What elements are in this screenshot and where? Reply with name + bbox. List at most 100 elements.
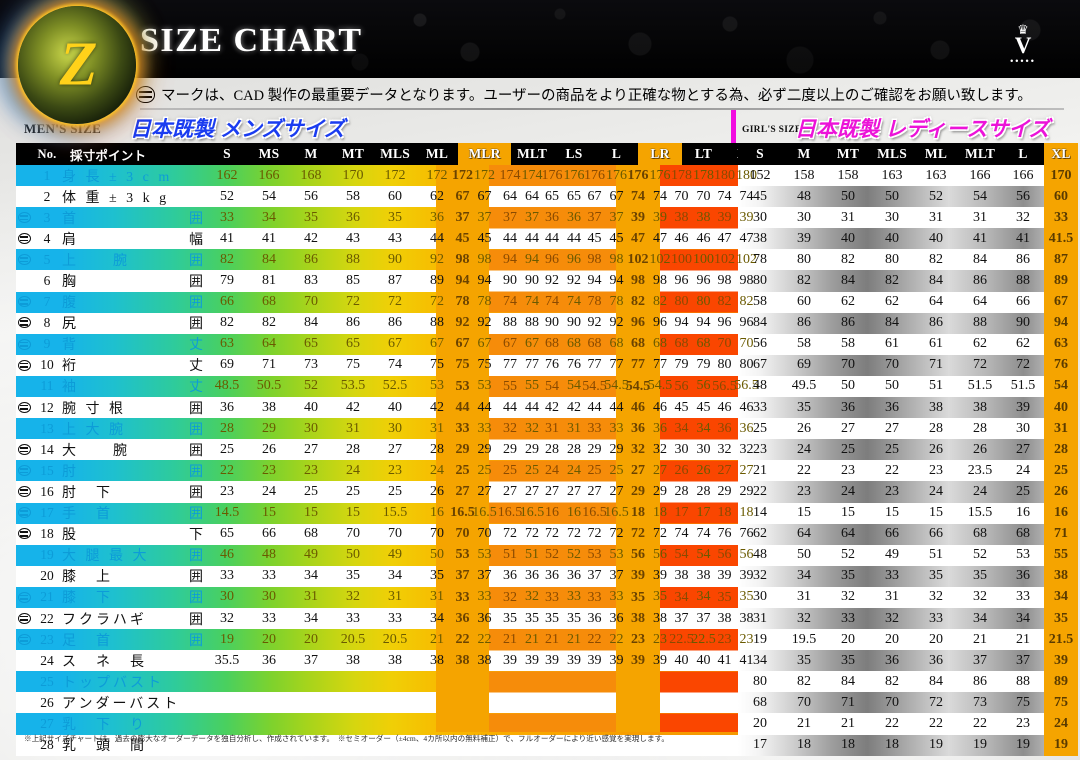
mens-value-cell <box>416 713 458 734</box>
mens-col-header-no[interactable]: No. <box>32 143 62 165</box>
mens-col-header-ls[interactable]: LS <box>553 143 595 165</box>
mens-table-row[interactable]: 3 首囲 33 34 35 36 35 36 37 37 36 37 39 38 39 <box>16 207 768 229</box>
mens-table-row[interactable]: 24 ス ネ 長 35.5 36 37 38 38 38 38 39 39 39 39 40 41 <box>16 650 768 672</box>
mens-value-cell: 24 <box>346 462 360 478</box>
mens-table-row[interactable]: 9 背丈 63 64 65 65 67 67 67 67 68 68 68 68 70 <box>16 333 768 355</box>
girls-col-header-xl[interactable]: XL <box>1044 143 1078 165</box>
mens-table-row[interactable]: 18 股下 65 66 68 70 70 70 70 72 72 72 72 74 76 <box>16 523 768 545</box>
girls-table-row[interactable]: 22 23 24 23 24 24 25 26 <box>738 481 1078 503</box>
girls-table-row[interactable]: 31 32 33 32 33 34 34 35 <box>738 607 1078 630</box>
mens-table-row[interactable]: 10 裄丈 69 71 73 75 74 75 75 77 76 77 77 79 80 <box>16 354 768 376</box>
mens-table-row[interactable]: 13 上 大 腕囲 28 29 30 31 30 31 33 32 31 33 36 34 36 <box>16 418 768 440</box>
girls-table-row[interactable]: 78 80 82 80 82 84 86 87 <box>738 249 1078 271</box>
mens-table-row[interactable]: 7 腹囲 66 68 70 72 72 72 78 74 74 78 82 80 82 <box>16 291 768 313</box>
mens-table-row[interactable]: 16 肘 下囲 23 24 25 25 25 26 27 27 27 27 29 28 29 <box>16 481 768 503</box>
mens-table-row[interactable]: 6 胸囲 79 81 83 85 87 89 94 90 92 94 98 96 98 <box>16 270 768 292</box>
mens-col-header-point[interactable]: 採寸ポイント <box>62 143 206 165</box>
girls-value-cell: 26 <box>973 441 987 457</box>
girls-table-row[interactable]: 152 158 158 163 163 166 166 170 <box>738 165 1078 187</box>
girls-col-header-mls[interactable]: MLS <box>870 143 914 165</box>
girls-table-row[interactable]: 20 21 21 22 22 22 23 24 <box>738 713 1078 735</box>
mens-table-row[interactable]: 8 尻囲 82 82 84 86 86 88 92 88 90 92 96 94 96 <box>16 312 768 334</box>
mens-value-cell: 176 <box>563 167 585 183</box>
girls-table-row[interactable]: 84 86 86 84 86 88 90 94 <box>738 312 1078 334</box>
mens-table-row[interactable]: 21 膝 下囲 30 30 31 32 31 31 33 32 33 33 35 34 35 <box>16 586 768 608</box>
girls-col-header-m[interactable]: M <box>782 143 826 165</box>
girls-value-cell: 56 <box>1016 188 1030 204</box>
girls-table-row[interactable]: 48 49.5 50 50 51 51.5 51.5 54 <box>738 375 1078 398</box>
girls-col-header-l[interactable]: L <box>1002 143 1044 165</box>
girls-table-row[interactable]: 58 60 62 62 64 64 66 67 <box>738 291 1078 313</box>
girls-table-row[interactable]: 38 39 40 40 40 41 41 41.5 <box>738 228 1078 250</box>
girls-value-cell: 170 <box>1044 165 1078 187</box>
mens-value-cell: 35 <box>525 610 539 626</box>
mens-col-header-m[interactable]: M <box>290 143 332 165</box>
mens-table-row[interactable]: 25 トップバスト <box>16 671 768 693</box>
mens-value-cell: 27 <box>304 441 318 457</box>
mens-value-cell <box>638 692 682 713</box>
mens-col-header-mlt[interactable]: MLT <box>511 143 553 165</box>
girls-table-row[interactable]: 30 31 32 31 32 32 33 34 <box>738 586 1078 608</box>
girls-value-cell: 54 <box>1044 375 1078 398</box>
girls-table-row[interactable]: 34 35 35 36 36 37 37 39 <box>738 650 1078 672</box>
girls-table-row[interactable]: 56 58 58 61 61 62 62 63 <box>738 333 1078 355</box>
girls-value-cell: 32 <box>929 589 943 605</box>
girls-col-header-s[interactable]: S <box>738 143 782 165</box>
girls-value-cell: 24 <box>929 483 943 499</box>
mens-table-row[interactable]: 28 乳 頭 間 <box>16 734 768 756</box>
girls-value-cell: 61 <box>929 336 943 352</box>
girls-table-row[interactable]: 80 82 84 82 84 86 88 89 <box>738 270 1078 292</box>
girls-table-row[interactable]: 33 35 36 36 38 38 39 40 <box>738 397 1078 419</box>
girls-table-row[interactable]: 30 30 31 30 31 31 32 33 <box>738 207 1078 229</box>
mens-col-header-lr[interactable]: LR <box>638 143 682 165</box>
mens-col-header-s[interactable]: S <box>206 143 248 165</box>
girls-col-header-mt[interactable]: MT <box>826 143 870 165</box>
mens-table-row[interactable]: 15 肘囲 22 23 23 24 23 24 25 25 24 25 27 26 27 <box>16 460 768 482</box>
girls-table-row[interactable]: 80 82 84 82 84 86 88 89 <box>738 671 1078 693</box>
mens-col-header-l[interactable]: L <box>595 143 638 165</box>
girls-table-row[interactable]: 62 64 64 66 66 68 68 71 <box>738 523 1078 545</box>
girls-value-cell: 40 <box>841 230 855 246</box>
mens-table-row[interactable]: 26 アンダーバスト <box>16 692 768 714</box>
mens-value-cell: 53 <box>430 378 444 394</box>
mens-table-row[interactable]: 4 肩幅 41 41 42 43 43 44 45 44 44 45 47 46 47 <box>16 228 768 250</box>
mens-col-header-mt[interactable]: MT <box>332 143 374 165</box>
mens-table-row[interactable]: 11 袖丈 48.5 50.5 52 53.5 52.5 53 53 55 54 54.5 54.5 56… <box>16 375 768 398</box>
girls-col-header-ml[interactable]: ML <box>914 143 958 165</box>
mens-col-header-lt[interactable]: LT <box>682 143 725 165</box>
girls-table-row[interactable]: 14 15 15 15 15 15.5 16 16 <box>738 502 1078 524</box>
girls-table-row[interactable]: 19 19.5 20 20 20 21 21 21.5 <box>738 629 1078 651</box>
girls-table-row[interactable]: 23 24 25 25 26 26 27 28 <box>738 439 1078 461</box>
mens-table-row[interactable]: 23 足 首囲 19 20 20 20.5 20.5 21 22 21 21 22 23 22.5 23 <box>16 629 768 651</box>
mens-col-header-ms[interactable]: MS <box>248 143 290 165</box>
girls-table-row[interactable]: 68 70 71 70 72 73 75 75 <box>738 692 1078 714</box>
mens-table-row[interactable]: 20 膝 上囲 33 33 34 35 34 35 37 36 36 37 39 38 39 <box>16 565 768 587</box>
girls-col-header-mlt[interactable]: MLT <box>958 143 1002 165</box>
mark-cell-empty <box>16 186 32 207</box>
mens-table-row[interactable]: 22 フクラハギ囲 32 33 34 33 33 34 36 35 35 36 38 37 38 <box>16 607 768 630</box>
mens-col-header-mls[interactable]: MLS <box>374 143 416 165</box>
mens-value-cell <box>290 713 332 734</box>
mens-value-cell: 52 <box>220 188 234 204</box>
mens-col-header-ml[interactable]: ML <box>416 143 458 165</box>
mens-table-row[interactable]: 1 身 長 ± 3 c m 162 166 168 170 172 172 172 174 176 1… <box>16 165 768 187</box>
mens-table-row[interactable]: 12 腕 寸 根囲 36 38 40 42 40 42 44 44 42 44 46 45 46 <box>16 397 768 419</box>
mens-table-row[interactable]: 14 大 腕囲 25 26 27 28 27 28 29 29 28 29 32 30 32 <box>16 439 768 461</box>
girls-value-cell: 37 <box>1016 652 1030 668</box>
girls-value-cell: 32 <box>797 610 811 626</box>
girls-value-cell: 17 <box>753 737 767 753</box>
mens-table-row[interactable]: 17 手 首囲 14.5 15 15 15 15.5 16 16.5 16.5 16 16.5 18 17… <box>16 502 768 524</box>
girls-table-row[interactable]: 32 34 35 33 35 35 36 38 <box>738 565 1078 587</box>
girls-table-row[interactable]: 17 18 18 18 19 19 19 19 <box>738 734 1078 756</box>
mens-table-row[interactable]: 27 乳 下 り <box>16 713 768 735</box>
mens-mark-column-header[interactable] <box>16 143 32 165</box>
girls-table-row[interactable]: 67 69 70 70 71 72 72 76 <box>738 354 1078 376</box>
girls-table-row[interactable]: 45 48 50 50 52 54 56 60 <box>738 186 1078 208</box>
mens-col-header-mlr[interactable]: MLR <box>458 143 511 165</box>
mens-table-row[interactable]: 19 大 腿 最 大囲 46 48 49 50 49 50 53 51 52 53 56 54 56 <box>16 544 768 566</box>
girls-table-row[interactable]: 21 22 23 22 23 23.5 24 25 <box>738 460 1078 482</box>
girls-table-row[interactable]: 25 26 27 27 28 28 30 31 <box>738 418 1078 440</box>
girls-table-row[interactable]: 48 50 52 49 51 52 53 55 <box>738 544 1078 566</box>
